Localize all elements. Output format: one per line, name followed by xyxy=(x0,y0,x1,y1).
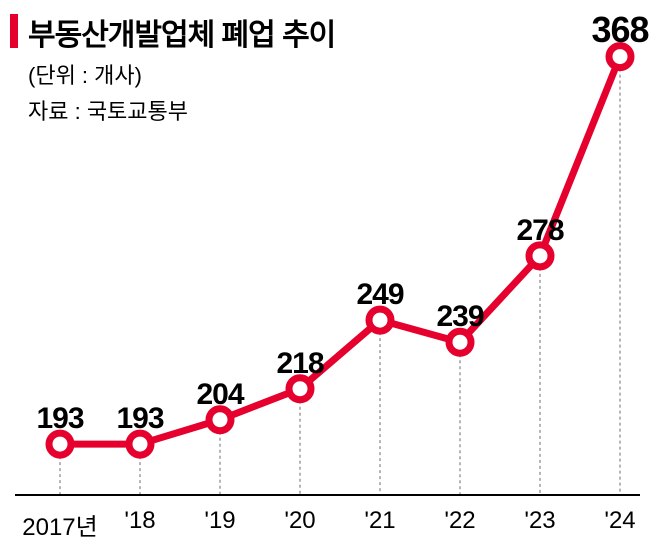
data-label: 193 xyxy=(36,402,83,436)
data-label: 218 xyxy=(276,347,323,381)
data-label: 278 xyxy=(516,214,563,248)
x-axis-label: 2017년 xyxy=(22,507,97,542)
line-chart: 193 193 204 218 249 239 278 368 2017년 '18 '19 '20 '2… xyxy=(0,0,650,553)
data-label: 239 xyxy=(436,300,483,334)
x-axis-label: '20 xyxy=(284,507,315,535)
data-label: 204 xyxy=(196,378,243,412)
x-axis-label: '21 xyxy=(364,507,395,535)
chart-svg xyxy=(0,0,650,553)
data-label: 193 xyxy=(116,402,163,436)
data-label: 249 xyxy=(356,278,403,312)
x-axis-label: '23 xyxy=(524,507,555,535)
x-axis-label: '19 xyxy=(204,507,235,535)
data-label: 368 xyxy=(591,9,648,51)
x-axis-label: '22 xyxy=(444,507,475,535)
x-axis-label: '18 xyxy=(124,507,155,535)
x-axis-label: '24 xyxy=(604,507,635,535)
